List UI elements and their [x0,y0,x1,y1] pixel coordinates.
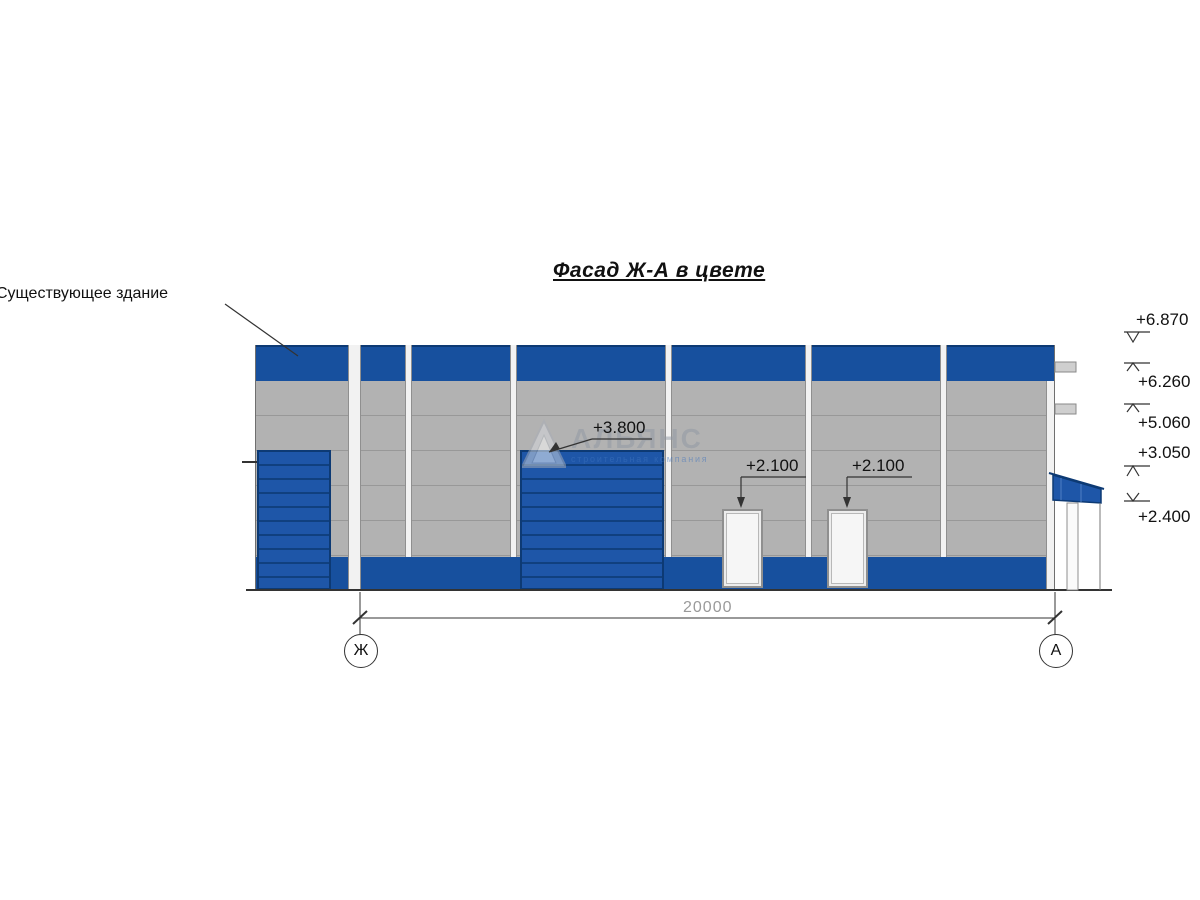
existing-building-label: Существующее здание [0,285,169,302]
door2-elevation-label: +2.100 [852,456,905,475]
dimension-tick-left [352,610,368,625]
elevation-mark-2400 [1124,492,1150,502]
right-bracket-upper [1054,361,1077,373]
facade-corner-column [348,345,361,590]
entry-door-2-leaf [831,513,864,584]
elevation-mark-6260 [1124,362,1150,372]
watermark-triangle-logo [522,419,566,468]
sectional-gate-center [520,450,664,590]
axis-marker-zh: Ж [344,634,378,668]
facade-mullion [405,345,412,557]
facade-mullion [805,345,812,557]
company-watermark: АЛЬЯНС строительная компания [522,419,708,469]
right-bracket-lower [1054,403,1077,415]
elevation-label-3050: +3.050 [1138,443,1191,462]
elevation-label-6870: +6.870 [1136,310,1189,329]
axis-letter-zh: Ж [353,642,369,659]
elevation-mark-6870 [1124,331,1150,344]
elevation-mark-5060 [1124,403,1150,413]
dimension-tick-right [1047,610,1063,625]
axis-marker-a: А [1039,634,1073,668]
drawing-title: Фасад Ж-А в цвете [553,259,766,282]
canopy-column [1066,502,1079,591]
elevation-label-6260: +6.260 [1138,372,1191,391]
facade-mullion [665,345,672,557]
elevation-mark-3050 [1124,464,1150,477]
gate-elevation-label: +3.800 [593,418,646,437]
elevation-label-2400: +2.400 [1138,507,1191,526]
entry-door-2 [827,509,868,588]
sectional-gate-left [257,450,331,590]
canopy-edge-line [1048,472,1105,490]
watermark-tagline: строительная компания [571,454,709,465]
entrance-canopy [1052,474,1102,504]
entry-door-1-leaf [726,513,759,584]
building-facade [255,345,1055,590]
elevation-label-5060: +5.060 [1138,413,1191,432]
axis-letter-a: А [1050,642,1062,659]
facade-mullion [510,345,517,557]
overall-dimension-text: 20000 [683,599,733,616]
door1-elevation-label: +2.100 [746,456,799,475]
facade-right-edge-column [1046,381,1055,590]
facade-mullion [940,345,947,557]
entry-door-1 [722,509,763,588]
facade-top-blue-band [255,345,1055,381]
